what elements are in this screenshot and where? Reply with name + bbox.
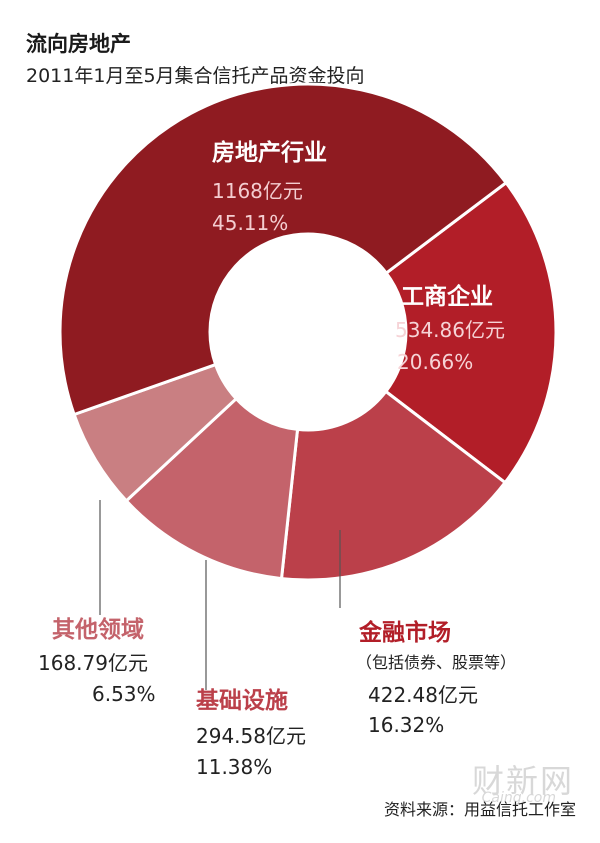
label-finance-percent: 16.32% — [368, 713, 444, 737]
slice-infra — [124, 396, 300, 581]
data-source: 资料来源：用益信托工作室 — [383, 800, 576, 819]
label-infra-value: 294.58亿元 — [196, 724, 306, 748]
slice-commerce — [383, 180, 558, 485]
label-commerce-name: 工商企业 — [401, 283, 493, 310]
label-commerce-value: 534.86亿元 — [395, 318, 505, 342]
label-commerce-percent: 20.66% — [397, 350, 473, 374]
slice-finance — [279, 389, 508, 582]
label-finance-name: 金融市场 — [358, 619, 451, 646]
label-infra-percent: 11.38% — [196, 755, 272, 779]
donut-slices — [58, 82, 558, 582]
leader-lines — [99, 500, 341, 690]
label-realestate-percent: 45.11% — [212, 211, 288, 235]
label-finance-value: 422.48亿元 — [368, 683, 478, 707]
chart-subtitle: 2011年1月至5月集合信托产品资金投向 — [26, 65, 365, 87]
label-other-value: 168.79亿元 — [38, 651, 148, 675]
watermark-logo: 财新网 — [471, 762, 574, 800]
label-finance-note: （包括债券、股票等） — [356, 653, 516, 672]
label-other-percent: 6.53% — [92, 682, 156, 706]
watermark-url: Caing.com — [481, 790, 556, 806]
slice-realestate — [58, 82, 509, 417]
label-infra-name: 基础设施 — [196, 687, 288, 714]
label-realestate-name: 房地产行业 — [212, 139, 327, 166]
label-other-name: 其他领域 — [52, 616, 144, 643]
chart-title: 流向房地产 — [26, 32, 131, 56]
label-realestate-value: 1168亿元 — [212, 179, 303, 203]
